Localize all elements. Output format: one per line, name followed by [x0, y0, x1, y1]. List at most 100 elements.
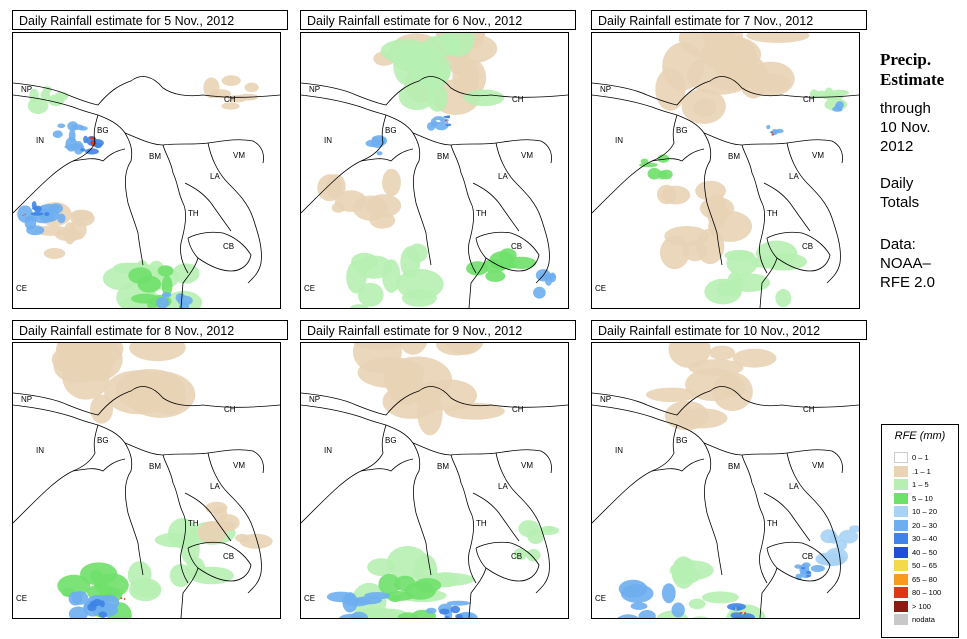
rainfall-patch [80, 562, 118, 586]
country-label-ce: CE [16, 284, 27, 293]
rainfall-patch [407, 243, 428, 263]
rainfall-patch [775, 128, 784, 134]
rainfall-patch [444, 615, 450, 618]
country-label-in: IN [324, 136, 332, 145]
legend-label: 10 – 20 [912, 507, 938, 516]
country-border [425, 542, 432, 576]
legend-label: 50 – 65 [912, 561, 938, 570]
rainfall-patch [49, 203, 63, 214]
rainfall-patch [55, 229, 82, 242]
country-label-ce: CE [304, 284, 315, 293]
country-label-cb: CB [223, 242, 234, 251]
rainfall-patch [809, 89, 819, 99]
rainfall-patch [44, 212, 50, 217]
country-label-in: IN [36, 446, 44, 455]
daily-line2: Totals [880, 194, 920, 211]
rainfall-patch [427, 83, 448, 112]
country-border [592, 94, 678, 116]
rainfall-patch [98, 611, 108, 618]
rainfall-patch [401, 289, 437, 307]
country-label-bm: BM [149, 462, 161, 471]
rainfall-patch [104, 370, 174, 415]
country-border [180, 567, 199, 618]
map-canvas: NP CH IN BG BM VM LA TH CB CE [13, 75, 280, 308]
country-border [137, 232, 144, 266]
country-border [716, 542, 723, 576]
country-label-th: TH [476, 519, 487, 528]
side-title-line1: Precip. [880, 50, 932, 69]
rainfall-patch [544, 525, 554, 533]
legend-swatch [894, 573, 908, 585]
country-label-np: NP [309, 85, 320, 94]
rainfall-patch [129, 343, 186, 362]
country-label-th: TH [188, 209, 199, 218]
rainfall-patch [701, 591, 739, 604]
legend-swatch [894, 546, 908, 558]
rainfall-patch [829, 89, 849, 96]
country-label-vm: VM [812, 461, 824, 470]
rainfall-patch [398, 343, 428, 355]
rainfall-patch [771, 133, 774, 136]
country-border [450, 144, 477, 274]
rainfall-patch [80, 148, 86, 152]
country-label-in: IN [324, 446, 332, 455]
rainfall-patch [382, 168, 401, 197]
map-panel-nov7: Daily Rainfall estimate for 7 Nov., 2012… [591, 10, 871, 310]
rainfall-patch [68, 606, 88, 618]
rainfall-patch [638, 610, 656, 618]
rainfall-map: NP CH IN BG BM VM LA TH CB CE [12, 32, 281, 309]
country-border [592, 76, 859, 106]
country-border [301, 76, 568, 106]
rainfall-patch [120, 597, 123, 600]
country-label-ce: CE [595, 284, 606, 293]
country-label-la: LA [789, 172, 799, 181]
rainfall-patch [131, 293, 159, 304]
rainfall-patch [52, 130, 63, 138]
country-label-np: NP [600, 395, 611, 404]
rainfall-patch [775, 289, 792, 308]
country-label-ch: CH [512, 95, 524, 104]
rainfall-patch [21, 215, 25, 217]
legend-label: 40 – 50 [912, 547, 938, 557]
country-border [187, 231, 252, 272]
rainfall-patch [640, 158, 649, 164]
rainfall-patch [92, 598, 102, 607]
country-label-in: IN [615, 136, 623, 145]
legend-swatch [894, 492, 908, 504]
country-label-vm: VM [521, 151, 533, 160]
rainfall-patch [824, 87, 834, 97]
rainfall-patch [735, 606, 737, 608]
rainfall-patch [433, 116, 444, 121]
rainfall-patch [723, 377, 746, 397]
rainfall-patch [704, 278, 742, 305]
rainfall-patch [724, 249, 755, 261]
rainfall-patch [357, 282, 384, 307]
country-border [766, 231, 831, 272]
rainfall-patch [709, 345, 735, 361]
side-title-line2: Estimate [880, 70, 945, 89]
country-border [301, 424, 387, 524]
rainfall-patch [446, 600, 471, 606]
rainfall-patch [346, 260, 367, 294]
data-line3: RFE 2.0 [880, 274, 936, 291]
country-border [301, 114, 387, 214]
rainfall-patch [766, 124, 771, 130]
country-border [716, 232, 723, 266]
country-border [766, 541, 831, 582]
country-label-cb: CB [511, 242, 522, 251]
rainfall-patch [342, 592, 358, 613]
rainfall-patch [445, 119, 447, 122]
country-label-th: TH [476, 209, 487, 218]
legend-swatch [894, 506, 908, 517]
country-border [360, 148, 414, 162]
rainfall-patch [47, 94, 65, 107]
legend-swatch [894, 600, 908, 612]
rainfall-patch [735, 608, 737, 611]
country-border [472, 492, 520, 542]
end-date-line1: 10 Nov. [880, 119, 931, 136]
rainfall-patch [382, 383, 440, 419]
country-border [472, 182, 520, 232]
country-border [97, 424, 139, 544]
country-label-bg: BG [385, 436, 397, 445]
country-border [468, 257, 487, 308]
